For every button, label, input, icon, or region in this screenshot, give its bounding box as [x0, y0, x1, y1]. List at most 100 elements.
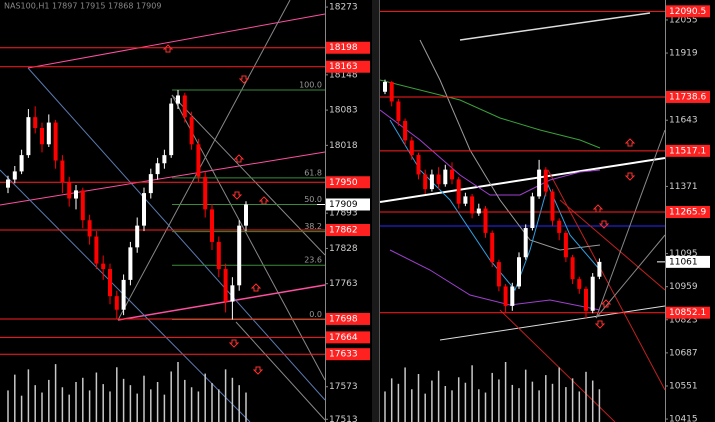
- candle-body: [396, 101, 401, 121]
- candle-body: [584, 288, 588, 311]
- level-label-bg: [666, 144, 710, 157]
- candle-body: [409, 140, 414, 156]
- trend-line: [0, 151, 326, 206]
- candle-body: [135, 225, 140, 248]
- level-label-bg: [326, 312, 370, 325]
- candle-body: [6, 179, 10, 188]
- candle-body: [470, 196, 475, 214]
- down-arrow: [594, 320, 606, 329]
- candle-body: [230, 285, 235, 302]
- y-tick-label: 10823: [669, 315, 698, 325]
- up-arrow: [250, 283, 262, 292]
- diagonal-line: [235, 321, 326, 421]
- candle-body: [94, 236, 99, 264]
- y-tick-label: 17893: [329, 209, 358, 219]
- trend-line: [459, 12, 651, 41]
- candle-body: [182, 95, 187, 118]
- y-tick-label: 10415: [669, 415, 698, 422]
- level-label: 18198: [329, 43, 358, 53]
- candle-body: [108, 269, 112, 297]
- candle-body: [114, 296, 119, 310]
- trend-line: [27, 13, 326, 69]
- candle-body: [53, 122, 58, 161]
- moving-average: [389, 249, 601, 311]
- up-arrow: [162, 44, 174, 53]
- candle-body: [383, 82, 387, 92]
- candle-body: [210, 209, 214, 242]
- candle-body: [416, 155, 421, 175]
- y-tick-label: 17828: [329, 244, 358, 254]
- up-arrow: [600, 299, 612, 308]
- candle-body: [176, 95, 180, 104]
- candle-body: [503, 286, 508, 306]
- left-drawings: [0, 0, 326, 422]
- candle-body: [67, 182, 72, 199]
- candle-body: [189, 117, 194, 145]
- candle-body: [142, 193, 146, 226]
- candle-body: [403, 120, 408, 141]
- up-arrow: [624, 138, 636, 147]
- candle-body: [557, 220, 562, 233]
- candle-body: [429, 174, 434, 190]
- down-arrow: [598, 220, 610, 229]
- candle-body: [570, 257, 575, 280]
- diagonal-line: [171, 94, 326, 256]
- candle-body: [203, 176, 208, 210]
- candle-body: [423, 174, 428, 190]
- level-label-bg: [326, 41, 370, 54]
- y-tick-label: 10551: [669, 381, 698, 391]
- y-tick-label: 18273: [329, 3, 358, 13]
- level-label: 11738.6: [669, 92, 706, 102]
- down-arrow: [252, 366, 264, 375]
- moving-average: [379, 79, 601, 149]
- candle-body: [517, 257, 521, 287]
- fan-line: [595, 129, 666, 319]
- y-tick-label: 17763: [329, 279, 358, 289]
- up-arrow: [233, 154, 245, 163]
- y-tick-label: 18148: [329, 70, 358, 80]
- level-label-bg: [326, 331, 370, 344]
- candle-body: [87, 220, 92, 237]
- candle-body: [450, 169, 454, 180]
- candle-body: [530, 196, 535, 229]
- candle-body: [476, 208, 481, 214]
- level-label: 11265.9: [669, 207, 706, 217]
- candle-body: [543, 169, 548, 192]
- candle-body: [80, 190, 85, 221]
- diagonal-line: [117, 0, 291, 321]
- level-label-bg: [666, 205, 710, 218]
- channel-line: [499, 309, 616, 422]
- y-tick-label: 11371: [669, 182, 698, 192]
- candle-body: [121, 279, 126, 310]
- candle-body: [490, 232, 495, 263]
- candle-body: [496, 262, 501, 287]
- level-label: 17862: [329, 225, 358, 235]
- candle-body: [443, 169, 448, 185]
- candle-body: [590, 276, 595, 311]
- level-label-bg: [326, 176, 370, 189]
- down-arrow: [228, 339, 240, 348]
- level-label: 11517.1: [669, 146, 706, 156]
- level-label: 12090.5: [669, 7, 706, 17]
- moving-average: [379, 109, 601, 196]
- candle-body: [12, 171, 17, 180]
- level-label-bg: [666, 306, 710, 319]
- trend-line: [379, 157, 666, 203]
- candle-body: [389, 82, 394, 102]
- fib-label: 38.2: [304, 222, 322, 231]
- down-arrow: [238, 75, 250, 84]
- level-label: 17950: [329, 178, 358, 188]
- chart-title: NAS100,H1 17897 17915 17868 17909: [4, 2, 161, 11]
- y-tick-label: 10687: [669, 348, 698, 358]
- right-drawings: [379, 12, 666, 422]
- y-tick-label: 12055: [669, 15, 698, 25]
- level-label-bg: [666, 5, 710, 18]
- candle-body: [101, 263, 106, 270]
- last-price-label: 17909: [329, 200, 358, 210]
- candle-body: [537, 169, 542, 197]
- candle-body: [237, 225, 242, 286]
- candle-body: [244, 204, 248, 226]
- level-label-bg: [326, 348, 370, 361]
